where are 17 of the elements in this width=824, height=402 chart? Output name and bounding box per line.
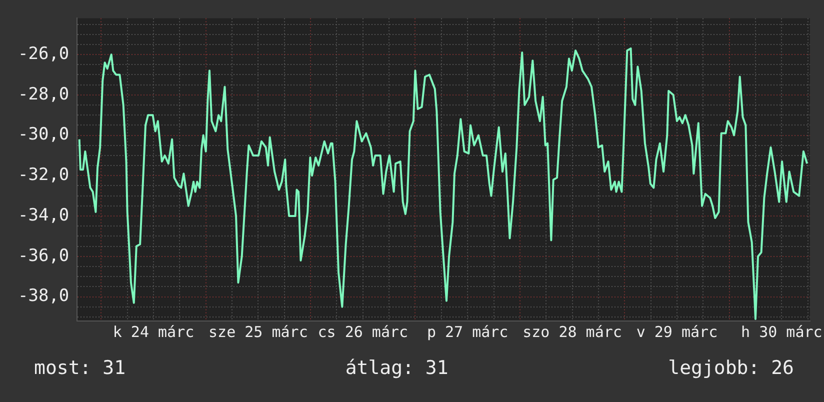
y-tick-label: -28,0 [18,84,70,104]
x-tick-label: sze 25 márc [208,322,308,341]
y-tick-label: -34,0 [18,205,70,226]
x-tick-label: v 29 márc [636,322,718,341]
y-tick-label: -26,0 [18,44,70,64]
y-tick-label: -38,0 [18,286,70,306]
x-tick-label: k 24 márc [112,322,194,341]
text: most: 31 [34,357,126,379]
x-tick-label: cs 26 márc [318,322,408,341]
text: átlag: 31 [345,357,448,379]
x-tick-label: h 30 márc [741,322,822,341]
y-tick-label: -32,0 [18,165,70,186]
y-tick-label: -30,0 [18,124,70,145]
x-tick-label: szo 28 márc [522,322,622,341]
text: legjobb: 26 [668,357,794,379]
x-tick-label: p 27 márc [426,322,508,341]
y-tick-label: -36,0 [18,246,70,266]
